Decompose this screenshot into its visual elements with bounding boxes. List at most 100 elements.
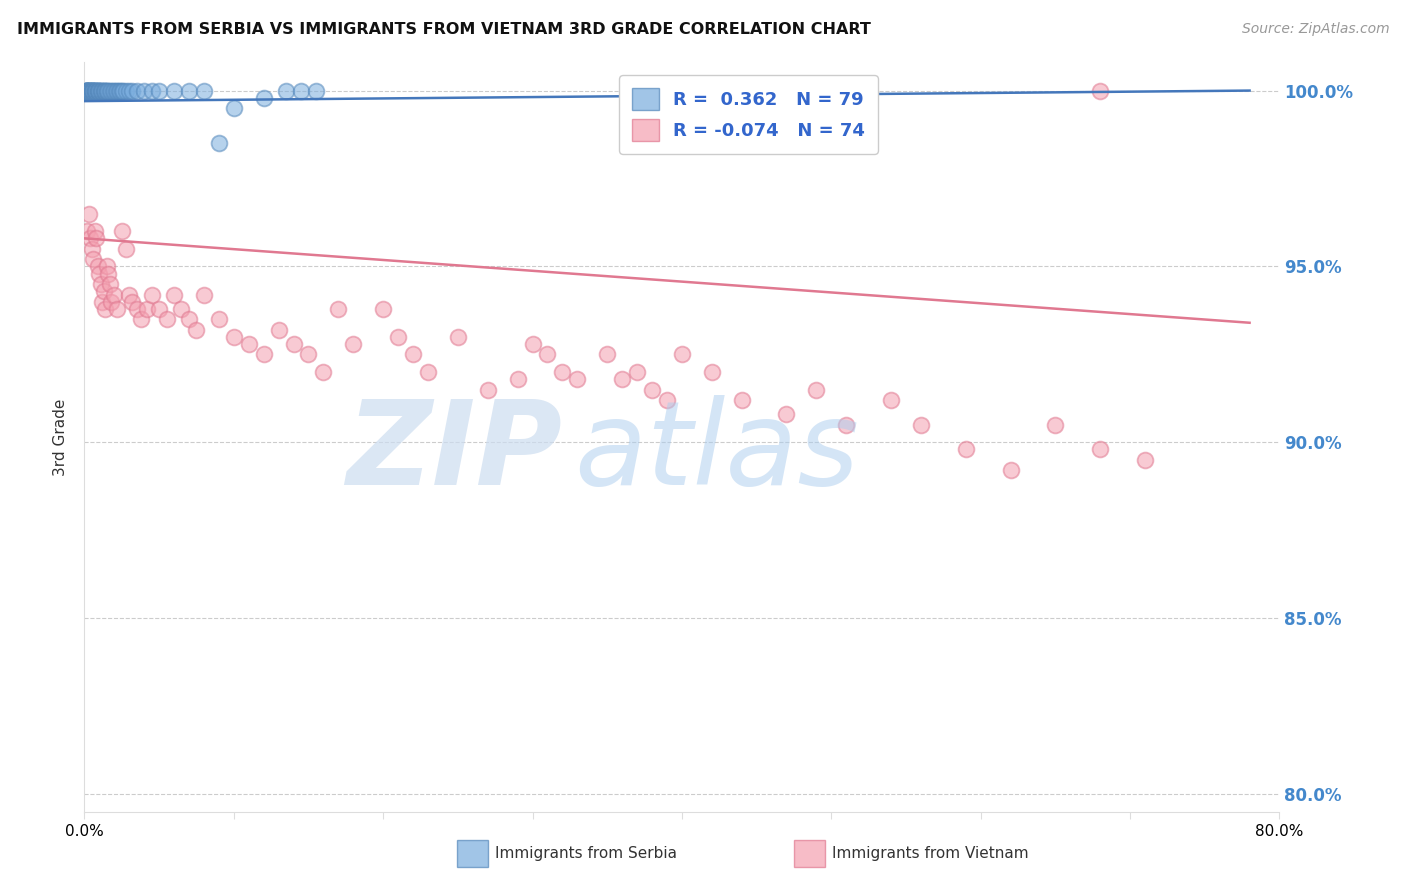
Point [91, 294, 114, 309]
Point [93, 284, 115, 298]
Point [1090, 442, 1112, 457]
Point [806, 383, 828, 397]
Point [536, 347, 558, 361]
Point [253, 90, 276, 104]
Point [373, 301, 395, 316]
Point [93, 84, 115, 98]
Point [342, 336, 364, 351]
Point [98, 84, 121, 98]
Point [115, 84, 138, 98]
Point [125, 84, 148, 98]
Point [111, 84, 134, 98]
Point [94, 301, 117, 316]
Point [75, 84, 97, 98]
Point [1045, 417, 1067, 432]
Point [75, 84, 97, 98]
Point [141, 287, 163, 301]
Point [91, 84, 114, 98]
Point [112, 84, 135, 98]
Legend: R =  0.362   N = 79, R = -0.074   N = 74: R = 0.362 N = 79, R = -0.074 N = 74 [619, 75, 877, 153]
Point [148, 84, 170, 98]
Point [107, 84, 129, 98]
Point [596, 347, 619, 361]
Point [79, 84, 101, 98]
Point [96, 84, 118, 98]
Point [76, 84, 98, 98]
Point [115, 242, 138, 256]
Point [89, 84, 111, 98]
Point [86, 84, 108, 98]
Point [77, 84, 100, 98]
Point [297, 347, 319, 361]
Point [83, 224, 105, 238]
Point [416, 365, 439, 379]
Point [125, 301, 148, 316]
Point [835, 417, 858, 432]
Point [86, 84, 108, 98]
Point [75, 84, 97, 98]
Point [87, 84, 110, 98]
Point [76, 84, 98, 98]
Point [97, 84, 120, 98]
Point [83, 84, 105, 98]
Point [506, 372, 529, 386]
Point [94, 84, 117, 98]
Point [1000, 463, 1022, 477]
Point [89, 267, 111, 281]
Point [136, 301, 159, 316]
Point [700, 365, 723, 379]
Point [86, 231, 108, 245]
Point [148, 301, 170, 316]
Point [129, 312, 152, 326]
Point [121, 84, 143, 98]
Point [96, 260, 118, 274]
Point [90, 84, 112, 98]
Point [91, 84, 114, 98]
Bar [457, 840, 488, 867]
Point [82, 252, 104, 267]
Point [80, 84, 103, 98]
Point [87, 260, 110, 274]
Point [80, 242, 103, 256]
Point [87, 84, 110, 98]
Point [283, 336, 305, 351]
Point [880, 393, 903, 408]
Point [83, 84, 105, 98]
Point [641, 383, 664, 397]
Point [177, 312, 200, 326]
Point [80, 84, 103, 98]
Point [76, 84, 98, 98]
Point [118, 84, 141, 98]
Point [76, 224, 98, 238]
Point [551, 365, 574, 379]
Point [105, 84, 128, 98]
Text: Immigrants from Vietnam: Immigrants from Vietnam [832, 847, 1029, 861]
Point [97, 267, 120, 281]
Text: IMMIGRANTS FROM SERBIA VS IMMIGRANTS FROM VIETNAM 3RD GRADE CORRELATION CHART: IMMIGRANTS FROM SERBIA VS IMMIGRANTS FRO… [17, 22, 870, 37]
Y-axis label: 3rd Grade: 3rd Grade [53, 399, 69, 475]
Point [83, 84, 105, 98]
Point [77, 84, 100, 98]
Point [238, 336, 260, 351]
Point [910, 417, 932, 432]
Point [328, 301, 350, 316]
Point [79, 84, 101, 98]
Point [155, 312, 177, 326]
Point [177, 84, 200, 98]
Point [208, 312, 231, 326]
Point [402, 347, 425, 361]
Point [80, 84, 103, 98]
Point [82, 84, 104, 98]
Point [121, 294, 143, 309]
Point [671, 347, 693, 361]
Point [79, 84, 101, 98]
Point [655, 393, 678, 408]
Point [626, 365, 648, 379]
Point [290, 84, 312, 98]
Point [82, 84, 104, 98]
Point [1090, 84, 1112, 98]
Point [77, 84, 100, 98]
Point [90, 84, 112, 98]
Point [80, 84, 103, 98]
Point [104, 84, 127, 98]
